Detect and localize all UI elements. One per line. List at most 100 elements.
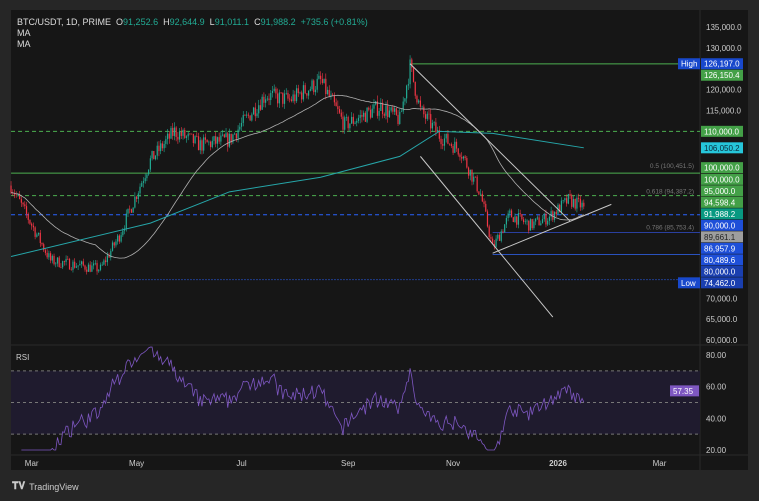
candle-body xyxy=(290,99,292,101)
candle-body xyxy=(390,107,392,111)
candle-body xyxy=(22,202,24,205)
open-value: 91,252.6 xyxy=(123,17,159,27)
candle-body xyxy=(228,133,231,147)
candle-body xyxy=(240,122,243,127)
candle-body xyxy=(160,143,162,152)
candle-body xyxy=(333,95,335,103)
price-tick: 65,000.0 xyxy=(706,315,738,324)
candle-body xyxy=(562,200,564,201)
candle-body xyxy=(273,88,275,91)
candle-body xyxy=(450,144,452,147)
candle-body xyxy=(345,117,348,118)
tradingview-logo-icon: 𝐓𝐕 xyxy=(12,481,26,492)
candle-body xyxy=(433,122,435,123)
rsi-tick: 80.00 xyxy=(706,351,727,360)
candle-body xyxy=(502,231,504,233)
candle-body xyxy=(175,127,177,137)
candle-body xyxy=(53,255,55,265)
candle-body xyxy=(540,223,542,226)
price-badge-text: 100,000.0 xyxy=(704,164,740,173)
candle-body xyxy=(203,137,205,151)
candle-body xyxy=(294,94,296,102)
ma-indicator-1[interactable]: MA xyxy=(17,28,31,38)
candle-body xyxy=(105,260,107,263)
candle-body xyxy=(560,200,563,213)
rsi-line xyxy=(21,346,585,451)
candle-body xyxy=(404,98,406,102)
trendline xyxy=(492,203,612,254)
rsi-value-badge xyxy=(670,385,699,397)
candle-body xyxy=(366,107,368,122)
candle-body xyxy=(492,238,494,244)
candle-body xyxy=(566,198,568,204)
candle-body xyxy=(423,106,425,115)
price-badge-text: 80,489.6 xyxy=(704,256,736,265)
ma-indicator-2[interactable]: MA xyxy=(17,39,31,49)
candle-body xyxy=(335,102,337,107)
candle-body xyxy=(363,112,365,117)
candle-body xyxy=(452,146,454,153)
candle-body xyxy=(519,213,521,215)
candle-body xyxy=(209,141,212,148)
candle-body xyxy=(411,59,413,68)
candle-body xyxy=(381,102,384,115)
candle-body xyxy=(395,108,397,115)
candle-body xyxy=(122,230,124,236)
candle-body xyxy=(24,204,26,207)
candle-body xyxy=(528,220,530,231)
candle-body xyxy=(65,258,67,262)
badge-tag xyxy=(678,277,700,289)
candle-body xyxy=(158,145,160,152)
candle-body xyxy=(144,178,146,182)
candle-body xyxy=(332,94,334,96)
candle-body xyxy=(275,88,277,94)
candle-body xyxy=(428,113,430,115)
rsi-value: 57.35 xyxy=(673,387,694,396)
candle-body xyxy=(32,225,34,228)
candle-body xyxy=(72,261,74,270)
candle-body xyxy=(180,131,182,136)
candle-body xyxy=(136,196,138,200)
chart-legend: BTC/USDT, 1D, PRIME O91,252.6 H92,644.9 … xyxy=(17,17,368,50)
candle-body xyxy=(407,84,409,86)
candle-body xyxy=(431,122,434,129)
candle-body xyxy=(320,75,322,80)
candle-body xyxy=(323,78,325,83)
candle-body xyxy=(576,197,578,209)
candle-body xyxy=(170,127,172,139)
candle-body xyxy=(292,94,294,101)
candle-body xyxy=(56,257,59,264)
candle-body xyxy=(74,261,76,268)
candle-body xyxy=(488,226,490,238)
candle-body xyxy=(437,130,439,132)
candle-body xyxy=(101,264,103,266)
candle-body xyxy=(412,67,415,82)
candle-body xyxy=(258,105,260,114)
candle-body xyxy=(567,194,569,204)
candle-body xyxy=(25,206,28,214)
candle-body xyxy=(318,75,320,79)
candle-body xyxy=(216,137,219,144)
candle-body xyxy=(10,185,12,193)
candle-body xyxy=(583,202,585,207)
candle-body xyxy=(516,216,518,225)
candle-body xyxy=(163,143,165,149)
candle-body xyxy=(572,198,575,207)
candle-body xyxy=(321,79,323,83)
high-label: H xyxy=(163,17,170,27)
price-badge xyxy=(701,254,743,266)
candle-body xyxy=(541,219,544,224)
candle-body xyxy=(483,201,485,204)
candle-body xyxy=(213,136,215,141)
price-tick: 60,000.0 xyxy=(706,336,738,345)
candle-body xyxy=(265,99,267,103)
candle-body xyxy=(182,129,184,136)
fib-label: 0.786 (85,753.4) xyxy=(646,225,694,232)
candle-body xyxy=(571,195,573,207)
price-badge xyxy=(701,242,743,254)
candle-body xyxy=(289,98,291,100)
ma-long-line xyxy=(10,130,584,258)
candle-body xyxy=(287,93,289,99)
candle-body xyxy=(75,266,77,268)
